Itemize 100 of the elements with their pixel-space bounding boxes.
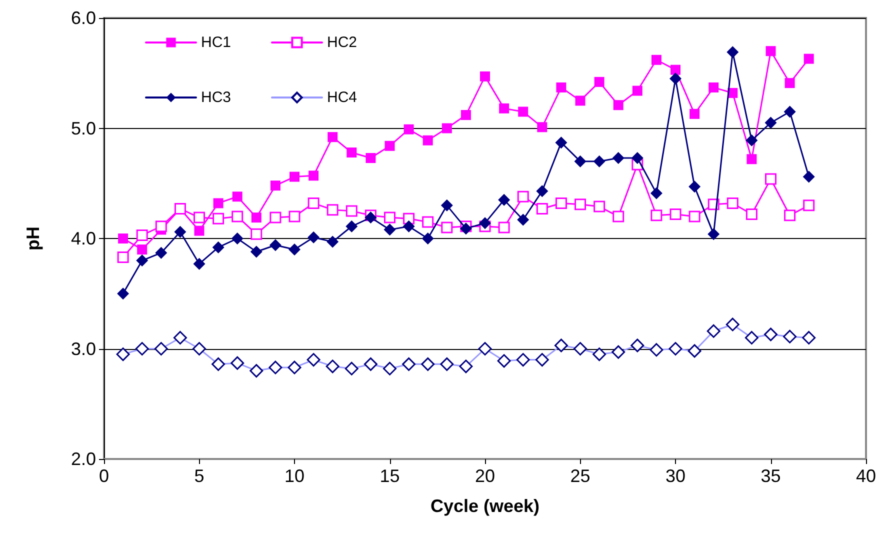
point (308, 170, 319, 181)
point (402, 220, 415, 232)
y-tick-label: 3.0 (70, 338, 96, 359)
point (194, 212, 205, 224)
point (194, 226, 204, 236)
point (726, 46, 739, 58)
point (440, 199, 453, 212)
point (670, 72, 682, 85)
y-tick-label: 2.0 (70, 449, 96, 469)
point (479, 217, 491, 230)
point (308, 231, 320, 244)
point (766, 46, 776, 56)
point (384, 140, 395, 151)
point (784, 106, 796, 118)
point (269, 239, 282, 252)
point (346, 205, 358, 217)
x-tick-label: 0 (98, 466, 110, 486)
point (726, 197, 738, 209)
point (784, 210, 796, 222)
point (422, 216, 434, 228)
point (422, 232, 434, 244)
point (746, 154, 757, 164)
x-tick-label: 15 (380, 466, 400, 486)
point (612, 210, 624, 222)
point (118, 234, 128, 244)
point (251, 212, 262, 223)
point (499, 103, 510, 114)
x-tick-label: 5 (194, 466, 204, 486)
point (650, 210, 662, 222)
point (212, 212, 224, 224)
point (155, 246, 168, 259)
point (308, 197, 320, 209)
point (250, 246, 262, 258)
point (518, 106, 528, 117)
point (250, 228, 262, 240)
point (137, 244, 148, 255)
point (632, 86, 642, 96)
point (346, 148, 357, 158)
point (574, 155, 586, 168)
point (270, 212, 282, 224)
point (441, 222, 453, 234)
x-tick-label: 25 (570, 466, 590, 486)
point (480, 71, 490, 82)
point (326, 236, 339, 248)
point (593, 155, 606, 168)
point (613, 100, 624, 110)
legend-label: HC3 (201, 89, 232, 106)
point (232, 192, 242, 202)
point (384, 224, 396, 236)
x-tick-label: 10 (284, 466, 305, 486)
point (804, 54, 814, 64)
point (231, 232, 244, 244)
point (117, 251, 129, 263)
point (746, 208, 758, 220)
point (213, 198, 224, 208)
point (594, 76, 604, 87)
y-tick-label: 4.0 (70, 228, 96, 248)
point (574, 198, 586, 210)
point (765, 173, 776, 185)
x-tick-label: 30 (665, 466, 686, 486)
point (460, 222, 472, 235)
point (688, 210, 700, 222)
point (784, 78, 795, 88)
point (422, 135, 433, 146)
point (670, 64, 680, 75)
point (536, 202, 548, 214)
point (688, 180, 701, 193)
point (136, 254, 148, 267)
point (537, 122, 548, 132)
point (460, 110, 471, 120)
point (155, 220, 167, 232)
point (517, 190, 529, 202)
point (746, 134, 758, 146)
y-tick-label: 6.0 (70, 8, 96, 28)
point (708, 228, 720, 240)
point (288, 244, 300, 256)
point (651, 54, 662, 65)
point (174, 226, 186, 238)
point (575, 96, 586, 106)
point (232, 210, 244, 222)
point (366, 153, 376, 164)
point (498, 222, 510, 234)
point (802, 170, 815, 183)
legend-label: HC2 (327, 34, 358, 51)
point (594, 200, 606, 212)
point (364, 212, 377, 224)
point (555, 136, 568, 149)
point (517, 214, 530, 226)
x-axis-title: Cycle (week) (430, 496, 540, 516)
point (536, 185, 548, 198)
x-tick-label: 20 (474, 466, 496, 486)
point (328, 132, 338, 142)
point (326, 204, 338, 216)
point (498, 194, 510, 206)
point (670, 208, 682, 220)
point (631, 152, 644, 164)
legend-label: HC4 (327, 89, 358, 106)
legend-label: HC1 (201, 34, 232, 51)
point (555, 197, 567, 209)
x-tick-label: 35 (760, 466, 781, 486)
